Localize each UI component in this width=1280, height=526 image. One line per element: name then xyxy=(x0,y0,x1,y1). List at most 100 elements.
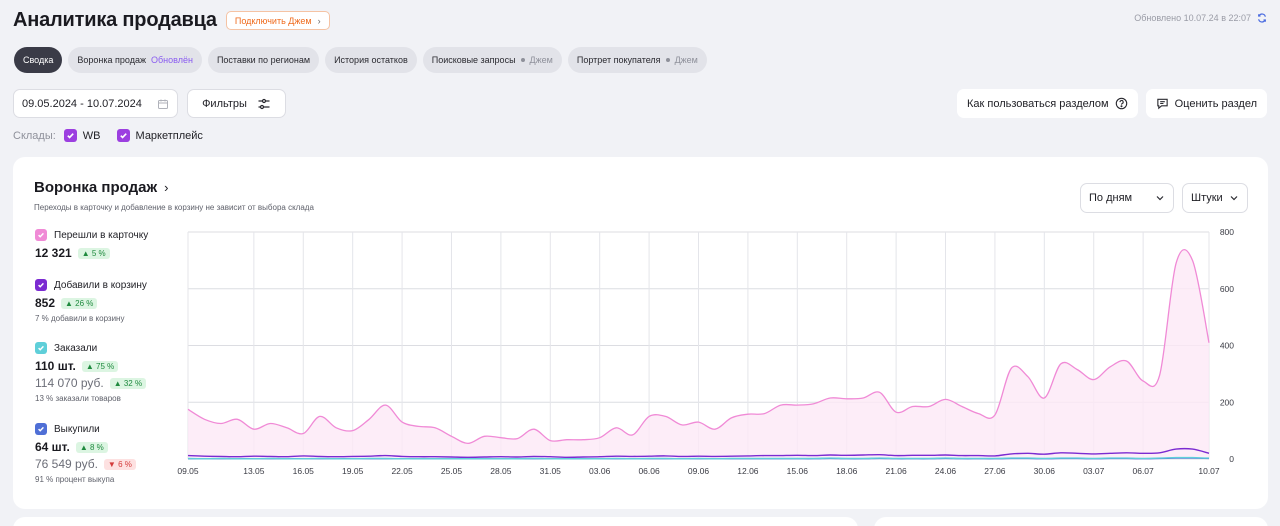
x-tick-label: 06.06 xyxy=(638,466,660,476)
warehouse-marketplace-label: Маркетплейс xyxy=(135,129,203,142)
checkbox-marketplace[interactable] xyxy=(116,129,130,142)
checkbox-wb[interactable] xyxy=(63,129,77,142)
funnel-title-text: Воронка продаж xyxy=(34,179,158,196)
metric-value: 64 шт. xyxy=(35,440,70,454)
change-badge: ▲ 5 % xyxy=(77,247,110,259)
howto-button[interactable]: Как пользоваться разделом xyxy=(956,89,1138,118)
tab-search-queries[interactable]: Поисковые запросы Джем xyxy=(422,47,562,73)
metric-add-to-cart: Добавили в корзину 852 ▲ 26 % 7 % добавил… xyxy=(35,279,147,323)
checkbox-card-views[interactable] xyxy=(35,229,47,241)
x-tick-label: 12.06 xyxy=(737,466,759,476)
check-icon xyxy=(38,282,44,288)
tab-label: Поисковые запросы xyxy=(431,55,516,65)
y-tick-label: 200 xyxy=(1220,397,1234,407)
metric-value-rub: 76 549 руб. xyxy=(35,457,98,471)
date-range-value: 09.05.2024 - 10.07.2024 xyxy=(22,97,142,110)
x-tick-label: 16.05 xyxy=(293,466,315,476)
howto-label: Как пользоваться разделом xyxy=(966,97,1109,110)
checkbox-add-to-cart[interactable] xyxy=(35,279,47,291)
metric-orders: Заказали 110 шт. ▲ 75 % 114 070 руб. ▲ 32 … xyxy=(35,342,147,403)
connect-jam-button[interactable]: Подключить Джем › xyxy=(225,11,330,30)
x-tick-label: 24.06 xyxy=(935,466,957,476)
funnel-title[interactable]: Воронка продаж › xyxy=(34,179,168,196)
tab-label: Поставки по регионам xyxy=(216,55,311,65)
y-tick-label: 600 xyxy=(1220,284,1234,294)
rate-section-button[interactable]: Оценить раздел xyxy=(1145,89,1267,118)
tab-stock-history[interactable]: История остатков xyxy=(325,47,417,73)
funnel-line-chart[interactable]: 0 200 400 600 800 09.05 13.05 16.05 19.05 22.05 25… xyxy=(13,157,1268,509)
date-range-input[interactable]: 09.05.2024 - 10.07.2024 xyxy=(13,89,178,118)
metric-card-views: Перешли в карточку 12 321 ▲ 5 % xyxy=(35,229,148,260)
tab-label: Портрет покупателя xyxy=(576,55,661,65)
refresh-icon[interactable] xyxy=(1257,13,1267,23)
tab-label: Сводка xyxy=(23,55,54,65)
check-icon xyxy=(119,133,127,139)
x-tick-label: 06.07 xyxy=(1132,466,1154,476)
rate-section-label: Оценить раздел xyxy=(1174,97,1257,110)
check-icon xyxy=(67,133,74,139)
warehouse-label: Склады: xyxy=(13,129,56,142)
change-badge: ▲ 26 % xyxy=(61,297,98,309)
change-value: 75 % xyxy=(96,361,115,371)
change-value: 8 % xyxy=(89,442,104,452)
period-select-value: По дням xyxy=(1089,192,1133,204)
page-title: Аналитика продавца xyxy=(13,9,217,31)
warehouse-wb[interactable]: WB xyxy=(63,129,101,142)
tab-buyer-portrait[interactable]: Портрет покупателя Джем xyxy=(567,47,707,73)
x-tick-label: 27.06 xyxy=(984,466,1006,476)
section-tabs: Сводка Воронка продаж Обновлён Поставки п… xyxy=(14,47,707,73)
connect-jam-label: Подключить Джем xyxy=(234,15,312,26)
metric-note: 13 % заказали товаров xyxy=(35,394,121,403)
x-tick-label: 21.06 xyxy=(885,466,907,476)
checkbox-orders[interactable] xyxy=(35,342,47,354)
page-header: Аналитика продавца Подключить Джем › xyxy=(13,9,330,32)
checkbox-buyouts[interactable] xyxy=(35,423,47,435)
x-tick-label: 25.05 xyxy=(441,466,463,476)
series-area-fill xyxy=(188,249,1209,459)
y-tick-label: 400 xyxy=(1220,341,1234,351)
dot-icon xyxy=(665,58,670,62)
change-value: 32 % xyxy=(123,378,143,388)
metric-label: Заказали xyxy=(54,342,98,354)
metric-value: 852 xyxy=(35,296,56,310)
warehouse-wb-label: WB xyxy=(82,129,101,142)
x-tick-label: 13.05 xyxy=(243,466,265,476)
tab-sales-funnel[interactable]: Воронка продаж Обновлён xyxy=(68,47,202,73)
sliders-icon xyxy=(258,98,270,109)
y-tick-label: 800 xyxy=(1220,227,1234,237)
filter-controls: 09.05.2024 - 10.07.2024 Фильтры xyxy=(13,89,286,118)
next-card-left xyxy=(13,517,858,526)
change-badge: ▲ 8 % xyxy=(75,441,108,453)
warehouse-marketplace[interactable]: Маркетплейс xyxy=(116,129,203,142)
change-value: 5 % xyxy=(91,248,106,258)
sales-funnel-card: Воронка продаж › Переходы в карточку и д… xyxy=(13,157,1268,509)
next-card-right xyxy=(874,517,1268,526)
unit-select-value: Штуки xyxy=(1191,192,1223,204)
check-icon xyxy=(38,426,44,432)
check-icon xyxy=(38,232,44,238)
x-tick-label: 31.05 xyxy=(540,466,562,476)
tab-regional-supplies[interactable]: Поставки по регионам xyxy=(207,47,320,73)
x-tick-label: 03.06 xyxy=(589,466,611,476)
chevron-down-icon xyxy=(1156,196,1164,201)
funnel-subtitle: Переходы в карточку и добавление в корзи… xyxy=(34,203,314,212)
series-add-to-cart-line xyxy=(187,447,1210,459)
x-tick-label: 09.06 xyxy=(688,466,710,476)
tab-label: Воронка продаж xyxy=(77,55,146,65)
chevron-right-icon: › xyxy=(317,15,321,26)
tab-summary[interactable]: Сводка xyxy=(14,47,63,73)
chevron-right-icon: › xyxy=(164,180,169,195)
x-tick-label: 10.07 xyxy=(1198,466,1220,476)
dot-icon xyxy=(520,58,525,62)
x-tick-label: 18.06 xyxy=(836,466,858,476)
right-actions: Как пользоваться разделом Оценить раздел xyxy=(956,89,1267,118)
period-select[interactable]: По дням xyxy=(1080,183,1174,213)
comment-icon xyxy=(1156,98,1168,110)
updated-info: Обновлено 10.07.24 в 22:07 xyxy=(1134,13,1267,23)
tab-note: Обновлён xyxy=(151,55,193,65)
filters-button[interactable]: Фильтры xyxy=(187,89,286,118)
y-tick-label: 0 xyxy=(1229,454,1234,464)
tab-note: Джем xyxy=(529,55,553,65)
unit-select[interactable]: Штуки xyxy=(1182,183,1248,213)
calendar-icon[interactable] xyxy=(157,98,169,110)
